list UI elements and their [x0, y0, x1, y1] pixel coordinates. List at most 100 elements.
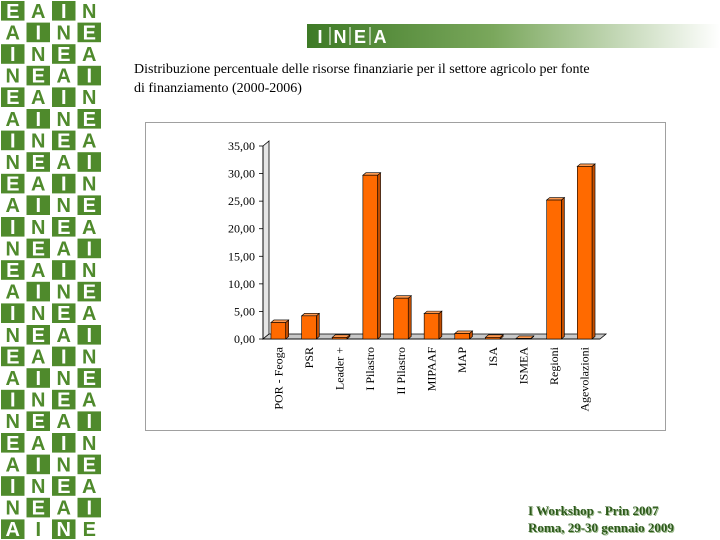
x-tick-label: POR - Feoga: [271, 346, 285, 409]
svg-text:N: N: [31, 390, 45, 412]
sidebar-letter-tile: E: [51, 216, 77, 239]
svg-text:I: I: [10, 303, 16, 325]
footer: I Workshop - Prin 2007 Roma, 29-30 genna…: [528, 502, 718, 536]
sidebar-letter-tile: I: [25, 453, 51, 476]
sidebar-letter-tile: I: [76, 410, 102, 433]
svg-text:I: I: [35, 195, 41, 217]
svg-text:I: I: [61, 433, 67, 455]
sidebar-letter-tile: N: [0, 64, 26, 88]
svg-text:I: I: [61, 87, 67, 109]
sidebar-letter-tile: E: [0, 0, 26, 23]
sidebar-letter-tile: E: [51, 388, 77, 412]
svg-text:A: A: [6, 454, 20, 476]
svg-text:N: N: [57, 368, 71, 390]
bar: [576, 163, 596, 340]
y-tick-label: 10,00: [228, 277, 255, 291]
sidebar-letter-tile: E: [51, 129, 77, 152]
sidebar-letter-tile: I: [76, 151, 102, 174]
footer-date: Roma, 29-30 gennaio 2009: [528, 520, 674, 535]
sidebar-letter-tile: A: [0, 518, 26, 540]
svg-text:E: E: [57, 44, 70, 66]
sidebar-letter-tile: I: [25, 280, 51, 304]
bar: [484, 334, 504, 340]
sidebar-letter-tile: A: [76, 475, 102, 498]
sidebar-letter-tile: A: [25, 0, 51, 23]
sidebar-letter-tile: A: [51, 64, 77, 88]
svg-text:A: A: [82, 476, 96, 498]
sidebar-letter-tile: A: [25, 345, 51, 368]
svg-text:E: E: [32, 238, 45, 260]
sidebar-letter-tile: N: [76, 86, 102, 109]
svg-text:N: N: [82, 433, 96, 455]
x-tick-label: Leader +: [333, 347, 347, 390]
footer-workshop: I Workshop - Prin 2007: [528, 503, 659, 518]
sidebar-letter-tile: A: [0, 453, 26, 476]
sidebar-letter-tile: E: [76, 280, 102, 304]
sidebar-letter-tile: N: [51, 367, 77, 390]
sidebar-letter-tile: N: [25, 475, 51, 498]
svg-text:A: A: [57, 238, 71, 260]
svg-text:I: I: [61, 260, 67, 282]
sidebar-letter-tile: N: [0, 410, 26, 433]
svg-text:A: A: [31, 87, 45, 109]
svg-text:N: N: [6, 325, 20, 347]
svg-text:E: E: [57, 476, 70, 498]
sidebar-letter-tile: N: [51, 280, 77, 304]
svg-text:I: I: [10, 44, 16, 66]
sidebar-letter-tile: A: [0, 194, 26, 217]
svg-text:N: N: [6, 411, 20, 433]
sidebar-letter-tile: I: [25, 194, 51, 217]
x-tick-label: MIPAAF: [425, 347, 439, 392]
sidebar-letter-tile: E: [76, 518, 102, 540]
svg-text:E: E: [32, 498, 45, 520]
sidebar-letter-tile: I: [76, 64, 102, 88]
sidebar-letter-tile: A: [25, 86, 51, 109]
sidebar-letter-tile: I: [0, 129, 26, 152]
svg-text:I: I: [35, 282, 41, 304]
svg-text:I: I: [86, 66, 92, 88]
sidebar-letter-tile: N: [51, 108, 77, 131]
sidebar-letter-tile: A: [51, 496, 77, 520]
sidebar-letter-tile: I: [76, 324, 102, 347]
svg-text:A: A: [31, 433, 45, 455]
sidebar-letter-tile: I: [51, 432, 77, 455]
sidebar-letter-tile: I: [25, 21, 51, 44]
svg-text:N: N: [57, 282, 71, 304]
bar: [515, 335, 535, 340]
sidebar-letter-tile: N: [76, 345, 102, 368]
sidebar-letter-tile: N: [25, 388, 51, 412]
x-tick-label: PSR: [302, 347, 316, 368]
sidebar-letter-tile: E: [25, 496, 51, 520]
x-tick-label: Agevolazioni: [578, 346, 592, 411]
svg-text:I: I: [35, 454, 41, 476]
sidebar-letter-tile: I: [25, 108, 51, 131]
sidebar-letter-tile: E: [0, 172, 26, 196]
sidebar-letter-tile: E: [51, 475, 77, 498]
bar: [362, 172, 382, 340]
bar: [453, 330, 474, 340]
svg-text:I: I: [35, 109, 41, 131]
sidebar-letter-tile: N: [76, 259, 102, 282]
y-tick-label: 5,00: [234, 304, 255, 318]
svg-text:N: N: [82, 346, 96, 368]
svg-text:I: I: [61, 1, 67, 23]
sidebar-letter-tile: N: [51, 194, 77, 217]
svg-text:E: E: [83, 282, 96, 304]
sidebar-letter-tile: E: [0, 345, 26, 368]
svg-text:N: N: [6, 66, 20, 88]
title-line-2: di finanziamento (2000-2006): [134, 81, 302, 96]
svg-text:E: E: [57, 130, 70, 152]
bar: [331, 334, 351, 340]
sidebar-letter-tile: A: [25, 259, 51, 282]
sidebar-letter-tile: I: [51, 345, 77, 368]
sidebar-letter-pattern: E A I NA I N EI N E AN E A IE A I NA I N EI N E AN E A IE A I NA I N E…: [0, 0, 102, 540]
sidebar-letter-tile: A: [0, 367, 26, 390]
sidebar-letter-tile: N: [25, 216, 51, 239]
svg-text:E: E: [83, 368, 96, 390]
svg-text:I: I: [35, 519, 41, 540]
svg-text:N: N: [57, 519, 71, 540]
svg-text:E: E: [83, 519, 96, 540]
bar: [545, 196, 566, 340]
svg-text:I: I: [10, 390, 16, 412]
sidebar-letter-tile: N: [76, 172, 102, 196]
